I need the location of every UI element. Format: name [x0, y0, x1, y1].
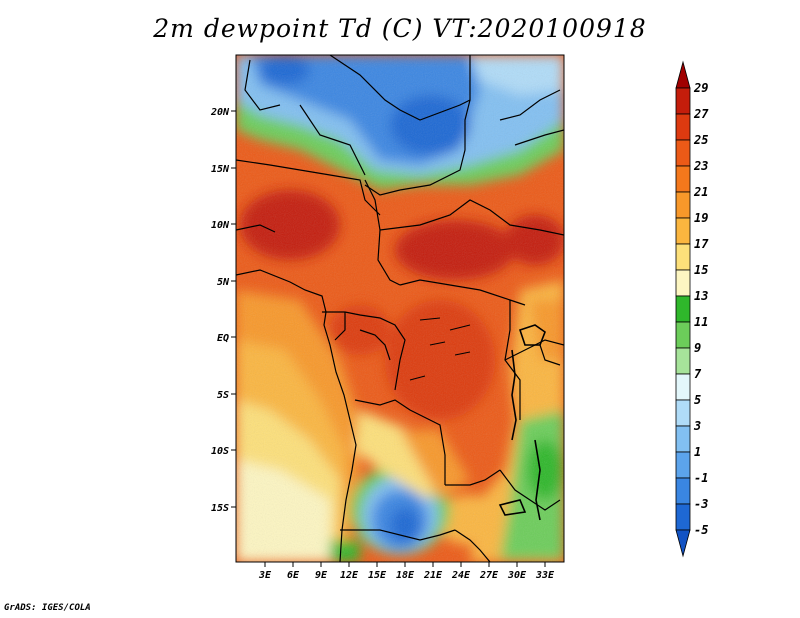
colorbar-label: 23 — [693, 159, 708, 173]
colorbar-swatch — [675, 503, 691, 531]
colorbar-label: 7 — [694, 367, 702, 381]
lon-label-21e: 21E — [423, 570, 443, 581]
colorbar-swatch — [675, 217, 691, 245]
colorbar-label: 9 — [694, 341, 701, 355]
map-title: 2m dewpoint Td (C) VT:2020100918 — [153, 14, 647, 43]
colorbar-label: 11 — [694, 315, 708, 329]
colorbar-swatch — [675, 477, 691, 505]
colorbar-label: 21 — [693, 185, 708, 199]
map-frame — [235, 54, 565, 563]
lon-label-24e: 24E — [451, 570, 471, 581]
lat-label-eq: EQ — [217, 333, 229, 344]
lon-label-33e: 33E — [535, 570, 555, 581]
colorbar-label: -5 — [694, 523, 708, 537]
colorbar-label: 1 — [694, 445, 701, 459]
colorbar-label: 17 — [694, 237, 709, 251]
colorbar-swatch — [675, 165, 691, 193]
colorbar-label: 19 — [694, 211, 708, 225]
colorbar-label: 5 — [694, 393, 701, 407]
colorbar-label: -1 — [694, 471, 708, 485]
colorbar-swatch — [675, 87, 691, 115]
lat-label-10s: 10S — [211, 446, 229, 457]
lon-label-15e: 15E — [368, 570, 387, 581]
colorbar-label: 25 — [693, 133, 708, 147]
lon-label-27e: 27E — [479, 570, 499, 581]
colorbar-swatch — [675, 113, 691, 141]
colorbar-label: 13 — [694, 289, 708, 303]
lon-label-30e: 30E — [507, 570, 527, 581]
colorbar-swatch — [675, 269, 691, 297]
lat-label-5n: 5N — [217, 277, 230, 288]
lat-label-15n: 15N — [211, 164, 230, 175]
lat-label-10n: 10N — [211, 220, 230, 231]
lon-label-12e: 12E — [340, 570, 359, 581]
lon-label-9e: 9E — [315, 570, 328, 581]
lat-label-20n: 20N — [210, 107, 230, 118]
colorbar-swatch — [675, 399, 691, 427]
colorbar-swatch — [675, 451, 691, 479]
colorbar-swatch — [675, 373, 691, 401]
colorbar-label: 15 — [694, 263, 708, 277]
grads-credit: GrADS: IGES/COLA — [4, 603, 91, 613]
lat-label-15s: 15S — [211, 503, 229, 514]
lat-ticks — [231, 110, 236, 508]
lon-label-18e: 18E — [396, 570, 415, 581]
dewpoint-field — [236, 55, 564, 562]
colorbar-swatch — [675, 347, 691, 375]
colorbar-label: 29 — [693, 81, 708, 95]
colorbar-label: 3 — [693, 419, 701, 433]
colorbar-swatch — [675, 243, 691, 271]
colorbar-swatch — [675, 139, 691, 167]
lat-label-5s: 5S — [217, 390, 229, 401]
colorbar-top-arrow — [675, 60, 691, 89]
colorbar-bottom-arrow — [675, 529, 691, 558]
colorbar-swatch — [675, 321, 691, 349]
lon-label-6e: 6E — [287, 570, 300, 581]
lon-label-3e: 3E — [258, 570, 272, 581]
colorbar-swatch — [675, 425, 691, 453]
colorbar: 29 27 25 23 21 19 17 15 13 11 9 7 5 3 1 -1 -3 -5 — [675, 60, 709, 558]
lon-ticks — [264, 562, 546, 567]
colorbar-swatch — [675, 191, 691, 219]
colorbar-label: 27 — [693, 107, 709, 121]
colorbar-swatch — [675, 295, 691, 323]
colorbar-label: -3 — [694, 497, 708, 511]
